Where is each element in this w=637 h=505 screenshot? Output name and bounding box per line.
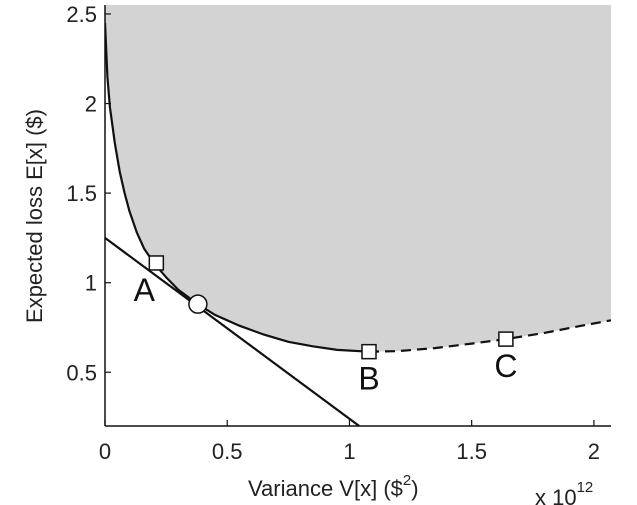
x-multiplier-base: x 10 (535, 485, 577, 505)
x-tick-label: 0 (99, 439, 111, 464)
y-tick-label: 1 (85, 271, 97, 296)
feasible-region (105, 5, 611, 352)
point-marker-c (498, 331, 514, 347)
x-axis-label: Variance V[x] ($2) (248, 472, 419, 501)
axis-labels: Expected loss E[x] ($) Variance V[x] ($2… (22, 109, 593, 505)
point-label-b: B (358, 361, 379, 397)
x-axis-label-end: ) (411, 476, 418, 501)
tangent-point-marker (188, 294, 208, 314)
y-axis-label: Expected loss E[x] ($) (22, 109, 47, 323)
point-label-a: A (134, 272, 156, 308)
y-tick-label: 0.5 (66, 360, 97, 385)
x-tick-label: 2 (588, 439, 600, 464)
plot-area: A B C (104, 5, 611, 427)
x-multiplier-exp: 12 (577, 479, 594, 496)
x-axis-label-main: Variance V[x] ($ (248, 476, 403, 501)
y-tick-label: 2 (85, 92, 97, 117)
point-marker-a (148, 255, 165, 271)
x-tick-label: 0.5 (212, 439, 243, 464)
x-tick-label: 1.5 (456, 439, 487, 464)
frontier-dashed-line (368, 319, 611, 353)
x-axis-label-sup: 2 (403, 472, 411, 489)
tick-labels: 0 0.5 1 1.5 2 0.5 1 1.5 2 2.5 (66, 2, 600, 464)
tangent-line (105, 237, 360, 426)
x-axis-multiplier: x 1012 (535, 479, 593, 505)
x-tick-label: 1 (343, 439, 355, 464)
y-tick-label: 1.5 (66, 181, 97, 206)
point-marker-b (361, 343, 377, 360)
y-tick-label: 2.5 (66, 2, 97, 27)
point-label-c: C (494, 348, 517, 384)
